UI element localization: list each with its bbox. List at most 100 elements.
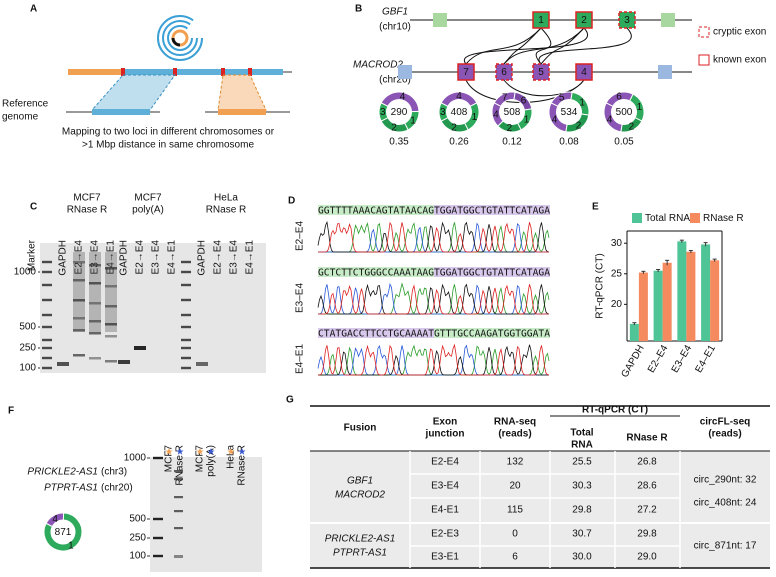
seq-highlight (434, 267, 550, 277)
gel-band (174, 478, 183, 481)
segment (68, 69, 123, 75)
x-tick-label: GAPDH (619, 343, 646, 379)
circfl-count: circ_408nt: 24 (694, 498, 757, 509)
gene-name: PTPRT-AS1 (44, 483, 98, 494)
gel-band (174, 470, 183, 473)
lane-label: Marker (27, 239, 38, 271)
legend-label: RNase R (703, 213, 744, 224)
y-tick-label: 30 (611, 238, 623, 249)
segment-label: 6 (521, 96, 527, 107)
gel-band (153, 456, 163, 460)
gel (150, 457, 262, 572)
table-header: Exon (433, 417, 457, 428)
gel-band (181, 325, 191, 329)
exon-label: 3 (624, 15, 630, 26)
y-tick-label: 20 (611, 299, 623, 310)
table-cell: 30.0 (572, 552, 592, 563)
exon-other (433, 13, 447, 27)
gel-band (134, 346, 146, 350)
gel-band (89, 282, 101, 285)
segment-label: 2 (576, 120, 582, 131)
segment-label: 1 (472, 112, 478, 123)
ladder-label: 250 (129, 533, 146, 544)
gel-band (73, 299, 85, 302)
junction-mark (221, 68, 225, 76)
bar (662, 262, 672, 341)
gel-band (181, 356, 191, 360)
chromatogram (318, 221, 549, 253)
table-header: RT-qPCR (CT) (582, 405, 648, 416)
gel (40, 243, 266, 373)
exon-label: 2 (581, 15, 587, 26)
gel-band (105, 360, 117, 363)
gel-band (89, 302, 101, 305)
lane-label: E4→E1 (167, 240, 178, 275)
star (176, 448, 184, 455)
table-cell: 25.5 (572, 457, 592, 468)
lane-label: MCF7 (164, 445, 175, 473)
gel-band (181, 260, 191, 264)
exon-label: 6 (501, 67, 507, 78)
gel-band (153, 517, 163, 521)
donut-center: 871 (55, 527, 72, 538)
lane-label: RNase R (237, 445, 248, 486)
segment-label: 4 (456, 91, 462, 102)
table-cell: 0 (512, 529, 518, 540)
segment-label: 1 (524, 115, 530, 126)
table-cell: 30.7 (572, 529, 592, 540)
legend-cryptic (698, 26, 710, 38)
ladder-label: 500 (129, 514, 146, 525)
segment-label: 4 (493, 110, 499, 121)
lane-label: E3→E4 (229, 240, 240, 275)
ladder-label: 1000 (124, 453, 147, 464)
table-header: RNA (571, 440, 593, 451)
gel-band (181, 270, 191, 274)
circle-rna (157, 15, 203, 61)
chromatogram (317, 343, 550, 376)
gel-band (89, 320, 101, 323)
reference-label: Reference (2, 99, 49, 110)
gel-band (73, 329, 85, 332)
table-cell: E3-E1 (431, 552, 459, 563)
exon (575, 63, 593, 81)
gene-chr: (chr20) (379, 75, 411, 86)
donut-segment (548, 102, 568, 133)
table-header: (reads) (708, 429, 741, 440)
gel-band (105, 285, 117, 288)
table-cell: 115 (507, 505, 523, 516)
junction-arc (465, 27, 542, 65)
donut-center: 534 (561, 107, 578, 118)
lane-label: E2→E4 (213, 240, 224, 275)
gel-band (196, 362, 208, 366)
junction-arc (540, 27, 585, 65)
junction-label: E2–E4 (295, 221, 306, 251)
star (165, 448, 173, 455)
junction-arc (535, 27, 552, 65)
gel-band (42, 325, 52, 329)
circfl-count: circ_871nt: 17 (694, 541, 757, 552)
gel-band (105, 267, 117, 270)
gel-band (153, 536, 163, 540)
table-cell: 26.8 (637, 457, 657, 468)
legend-text: known exon (713, 55, 766, 66)
y-axis-label: RT-qPCR (CT) (595, 253, 606, 318)
ladder-label: 100 (129, 551, 146, 562)
segment-label: 4 (400, 91, 406, 102)
donut-segment (43, 512, 83, 552)
table-cell: 30.3 (572, 481, 592, 492)
exon-label: 5 (538, 67, 544, 78)
gel-band (181, 298, 191, 302)
gel-band (42, 260, 52, 264)
segment-label: 1 (410, 115, 416, 126)
caption: Mapping to two loci in different chromos… (62, 127, 275, 138)
segment-label: 3 (380, 107, 386, 118)
gel-band (42, 356, 52, 360)
exon (575, 11, 593, 29)
circfl-count: circ_290nt: 32 (694, 475, 757, 486)
caption: >1 Mbp distance in same chromosome (82, 140, 254, 151)
exon (532, 63, 550, 81)
mapping-orange (217, 74, 267, 111)
table-header: Fusion (344, 423, 377, 434)
segment-label: 3 (440, 107, 446, 118)
gene-name: PRICKLE2-AS1 (27, 467, 98, 478)
